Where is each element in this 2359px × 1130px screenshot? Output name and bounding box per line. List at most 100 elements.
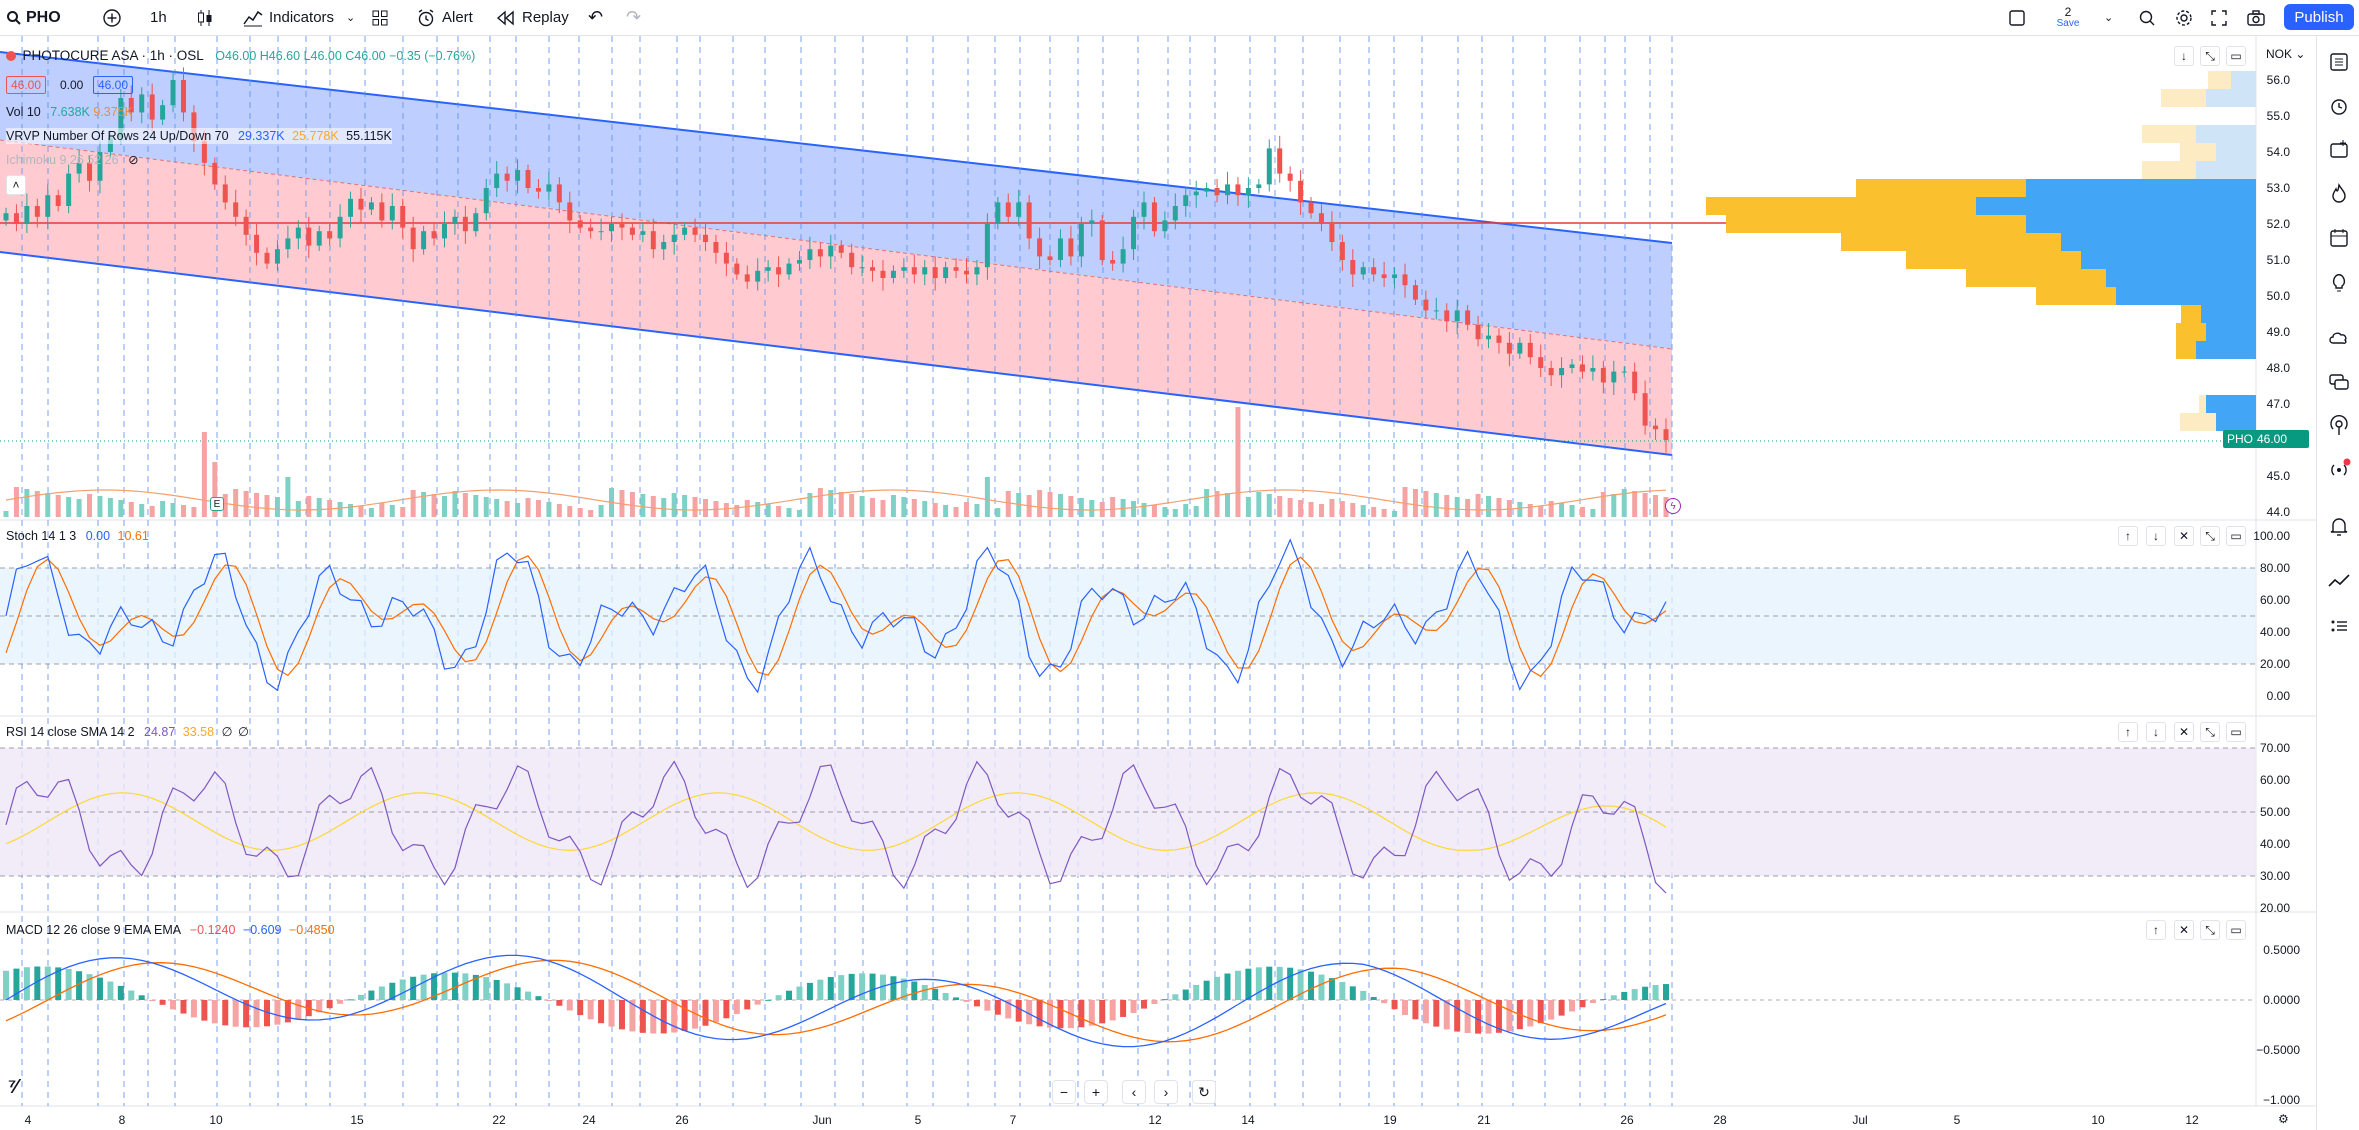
candle-body xyxy=(1559,368,1565,376)
stoch-move-down-button[interactable]: ↓ xyxy=(2146,526,2166,546)
streams-podcast-icon[interactable] xyxy=(2327,414,2351,438)
stoch-move-up-button[interactable]: ↑ xyxy=(2118,526,2138,546)
fullscreen-button[interactable] xyxy=(2210,0,2228,35)
alerts-clock-icon[interactable] xyxy=(2327,94,2351,118)
publish-button[interactable]: Publish xyxy=(2284,4,2354,30)
macd-move-up-button[interactable]: ↑ xyxy=(2146,920,2166,940)
rsi-maximize-button[interactable]: ⤡ xyxy=(2200,722,2220,742)
macd-histogram-bar xyxy=(1422,1000,1429,1024)
chat-cloud-icon[interactable] xyxy=(2327,326,2351,350)
rsi-move-down-button[interactable]: ↓ xyxy=(2146,722,2166,742)
bid-box[interactable]: 46.00 xyxy=(6,76,47,94)
lightning-event-icon[interactable]: ϟ xyxy=(1665,498,1681,514)
macd-more-button[interactable]: ▭ xyxy=(2226,920,2246,940)
alert-button[interactable]: Alert xyxy=(416,0,473,35)
macd-histogram-bar xyxy=(1443,1000,1450,1030)
candle-body xyxy=(1465,310,1471,325)
object-tree-icon[interactable] xyxy=(2327,138,2351,162)
main-pane-down-button[interactable]: ↓ xyxy=(2174,46,2194,66)
candle-body xyxy=(139,94,145,113)
price-tick-label: 48.0 xyxy=(2267,361,2291,375)
currency-label[interactable]: NOK ⌄ xyxy=(2266,46,2305,62)
tradingview-logo[interactable]: ⁷⁄ xyxy=(8,1076,17,1098)
earnings-marker[interactable]: E xyxy=(210,497,224,511)
indicators-button[interactable]: Indicators ⌄ xyxy=(243,0,355,35)
macd-histogram-bar xyxy=(598,1000,605,1024)
rsi-more-button[interactable]: ▭ xyxy=(2226,722,2246,742)
calendar-icon[interactable] xyxy=(2327,226,2351,250)
volume-bar xyxy=(1245,497,1251,517)
candle-body xyxy=(535,188,541,192)
volume-bar xyxy=(1172,509,1178,517)
macd-histogram-bar xyxy=(921,984,928,1000)
chart-canvas[interactable]: 56.0 55.0 54.0 53.0 52.0 51.0 50.0 49.0 48.0 47.0… xyxy=(0,36,2316,1130)
macd-histogram-bar xyxy=(86,974,93,1000)
volume-bar xyxy=(264,495,270,517)
candle-body xyxy=(24,206,30,224)
macd-histogram-bar xyxy=(253,1000,260,1028)
volume-bar xyxy=(974,504,980,517)
stoch-maximize-button[interactable]: ⤡ xyxy=(2200,526,2220,546)
candle-body xyxy=(1068,238,1074,257)
stoch-more-button[interactable]: ▭ xyxy=(2226,526,2246,546)
macd-histogram-bar xyxy=(55,967,62,1000)
quick-search-button[interactable] xyxy=(2138,0,2156,35)
macd-histogram-bar xyxy=(1026,1000,1033,1025)
zoom-in-button[interactable]: + xyxy=(1084,1080,1108,1104)
scroll-right-button[interactable]: › xyxy=(1154,1080,1178,1104)
scroll-left-button[interactable]: ‹ xyxy=(1122,1080,1146,1104)
main-pane-maximize-button[interactable]: ⤡ xyxy=(2200,46,2220,66)
candle-body xyxy=(1225,184,1231,196)
macd-histogram-bar xyxy=(525,991,532,1000)
macd-maximize-button[interactable]: ⤡ xyxy=(2200,920,2220,940)
candle-body xyxy=(1047,256,1053,260)
ideas-bulb-icon[interactable] xyxy=(2327,270,2351,294)
vrvp-row-up xyxy=(2061,233,2256,251)
macd-histogram-bar xyxy=(702,1000,709,1026)
layout-button[interactable] xyxy=(2008,0,2026,35)
settings-button[interactable] xyxy=(2174,0,2194,35)
time-tick-label: Jul xyxy=(1852,1113,1867,1127)
reset-icon: ↻ xyxy=(1198,1083,1210,1100)
dom-icon[interactable] xyxy=(2327,614,2351,638)
stoch-close-button[interactable]: ✕ xyxy=(2174,526,2194,546)
candle-body xyxy=(1402,274,1408,286)
volume-bar xyxy=(828,490,834,517)
collapse-legend-button[interactable]: ˄ xyxy=(6,175,26,195)
macd-close-button[interactable]: ✕ xyxy=(2174,920,2194,940)
save-menu-chevron-icon[interactable]: ⌄ xyxy=(2104,12,2114,24)
hotlist-flame-icon[interactable] xyxy=(2327,182,2351,206)
undo-button[interactable]: ↶ xyxy=(588,0,603,35)
redo-button[interactable]: ↷ xyxy=(626,0,641,35)
chevron-down-icon[interactable]: ⌄ xyxy=(346,12,356,24)
chat-bubbles-icon[interactable] xyxy=(2327,370,2351,394)
candle-body xyxy=(901,267,907,271)
interval-button[interactable]: 1h xyxy=(150,9,167,26)
volume-bar xyxy=(943,505,949,517)
axis-settings-gear-icon[interactable]: ⚙ xyxy=(2278,1112,2289,1126)
save-button[interactable]: 2 Save xyxy=(2052,0,2084,35)
rsi-close-button[interactable]: ✕ xyxy=(2174,722,2194,742)
macd-histogram-bar xyxy=(1464,1000,1471,1033)
rsi-move-up-button[interactable]: ↑ xyxy=(2118,722,2138,742)
templates-button[interactable] xyxy=(372,0,388,35)
candle-body xyxy=(713,242,719,253)
rsi-line xyxy=(5,760,1667,894)
symbol-search[interactable]: PHO xyxy=(6,0,61,35)
chart-type-button[interactable] xyxy=(196,0,214,35)
trading-panel-icon[interactable] xyxy=(2327,570,2351,594)
eye-hidden-icon[interactable]: ⊘ xyxy=(128,153,139,167)
replay-button[interactable]: Replay xyxy=(496,0,569,35)
main-pane-more-button[interactable]: ▭ xyxy=(2226,46,2246,66)
watchlist-icon[interactable] xyxy=(2327,50,2351,74)
candle-body xyxy=(1454,310,1460,322)
compare-button[interactable] xyxy=(102,0,122,35)
snapshot-button[interactable] xyxy=(2246,0,2266,35)
broadcast-icon[interactable] xyxy=(2327,458,2351,482)
reset-chart-button[interactable]: ↻ xyxy=(1192,1080,1216,1104)
macd-histogram-bar xyxy=(963,1000,970,1002)
notifications-bell-icon[interactable] xyxy=(2327,514,2351,538)
zoom-out-button[interactable]: − xyxy=(1052,1080,1076,1104)
volume-bar xyxy=(87,494,93,517)
ask-box[interactable]: 46.00 xyxy=(93,76,134,94)
